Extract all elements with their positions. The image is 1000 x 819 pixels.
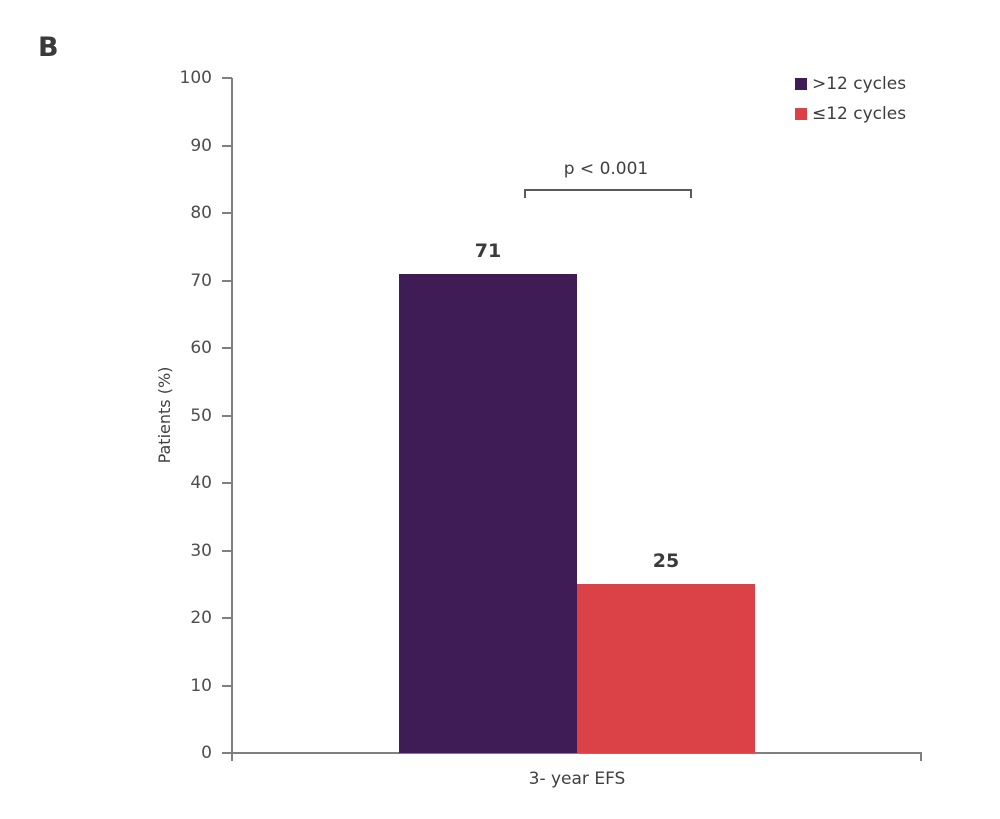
y-tick-50 xyxy=(222,414,232,417)
y-tick-label-40: 40 xyxy=(190,473,212,493)
y-tick-0 xyxy=(222,752,232,754)
y-tick-80 xyxy=(222,212,232,214)
legend-item-le12cycles: ≤12 cycles xyxy=(795,103,906,124)
bar-value-label-1: 25 xyxy=(652,550,680,573)
y-tick-label-0: 0 xyxy=(201,743,212,763)
legend-label-gt12cycles: >12 cycles xyxy=(812,73,907,94)
p-value-label: p < 0.001 xyxy=(563,159,649,179)
x-category-label: 3- year EFS xyxy=(528,769,626,789)
y-tick-label-20: 20 xyxy=(190,608,212,628)
panel-label: B xyxy=(38,32,59,63)
y-tick-label-100: 100 xyxy=(179,68,212,88)
y-tick-10 xyxy=(222,684,232,687)
y-tick-label-70: 70 xyxy=(190,270,212,291)
bar-value-label-0: 71 xyxy=(474,239,502,262)
legend-swatch-gt12cycles-icon xyxy=(795,77,807,90)
y-tick-30 xyxy=(222,549,232,552)
y-tick-60 xyxy=(222,347,232,349)
y-tick-70 xyxy=(222,279,232,282)
y-tick-label-80: 80 xyxy=(190,203,212,223)
y-tick-20 xyxy=(222,617,232,619)
y-tick-label-30: 30 xyxy=(190,540,212,561)
y-tick-40 xyxy=(222,482,232,484)
legend-label-le12cycles: ≤12 cycles xyxy=(812,103,907,124)
y-tick-label-10: 10 xyxy=(190,675,212,696)
y-tick-100 xyxy=(222,77,232,79)
x-axis-left-end-tick xyxy=(231,753,233,761)
significance-bracket xyxy=(524,189,692,198)
bar-series-0 xyxy=(399,273,577,753)
x-axis-line xyxy=(222,752,922,754)
y-tick-label-50: 50 xyxy=(190,405,212,426)
y-axis-line xyxy=(231,78,233,754)
y-tick-90 xyxy=(222,144,232,147)
bar-series-1 xyxy=(577,584,755,753)
y-tick-label-90: 90 xyxy=(190,135,212,156)
legend-item-gt12cycles: >12 cycles xyxy=(795,73,906,94)
x-axis-right-end-tick xyxy=(920,753,922,761)
legend: >12 cycles ≤12 cycles xyxy=(795,73,906,133)
legend-swatch-le12cycles-icon xyxy=(795,107,807,120)
y-tick-label-60: 60 xyxy=(190,338,212,358)
